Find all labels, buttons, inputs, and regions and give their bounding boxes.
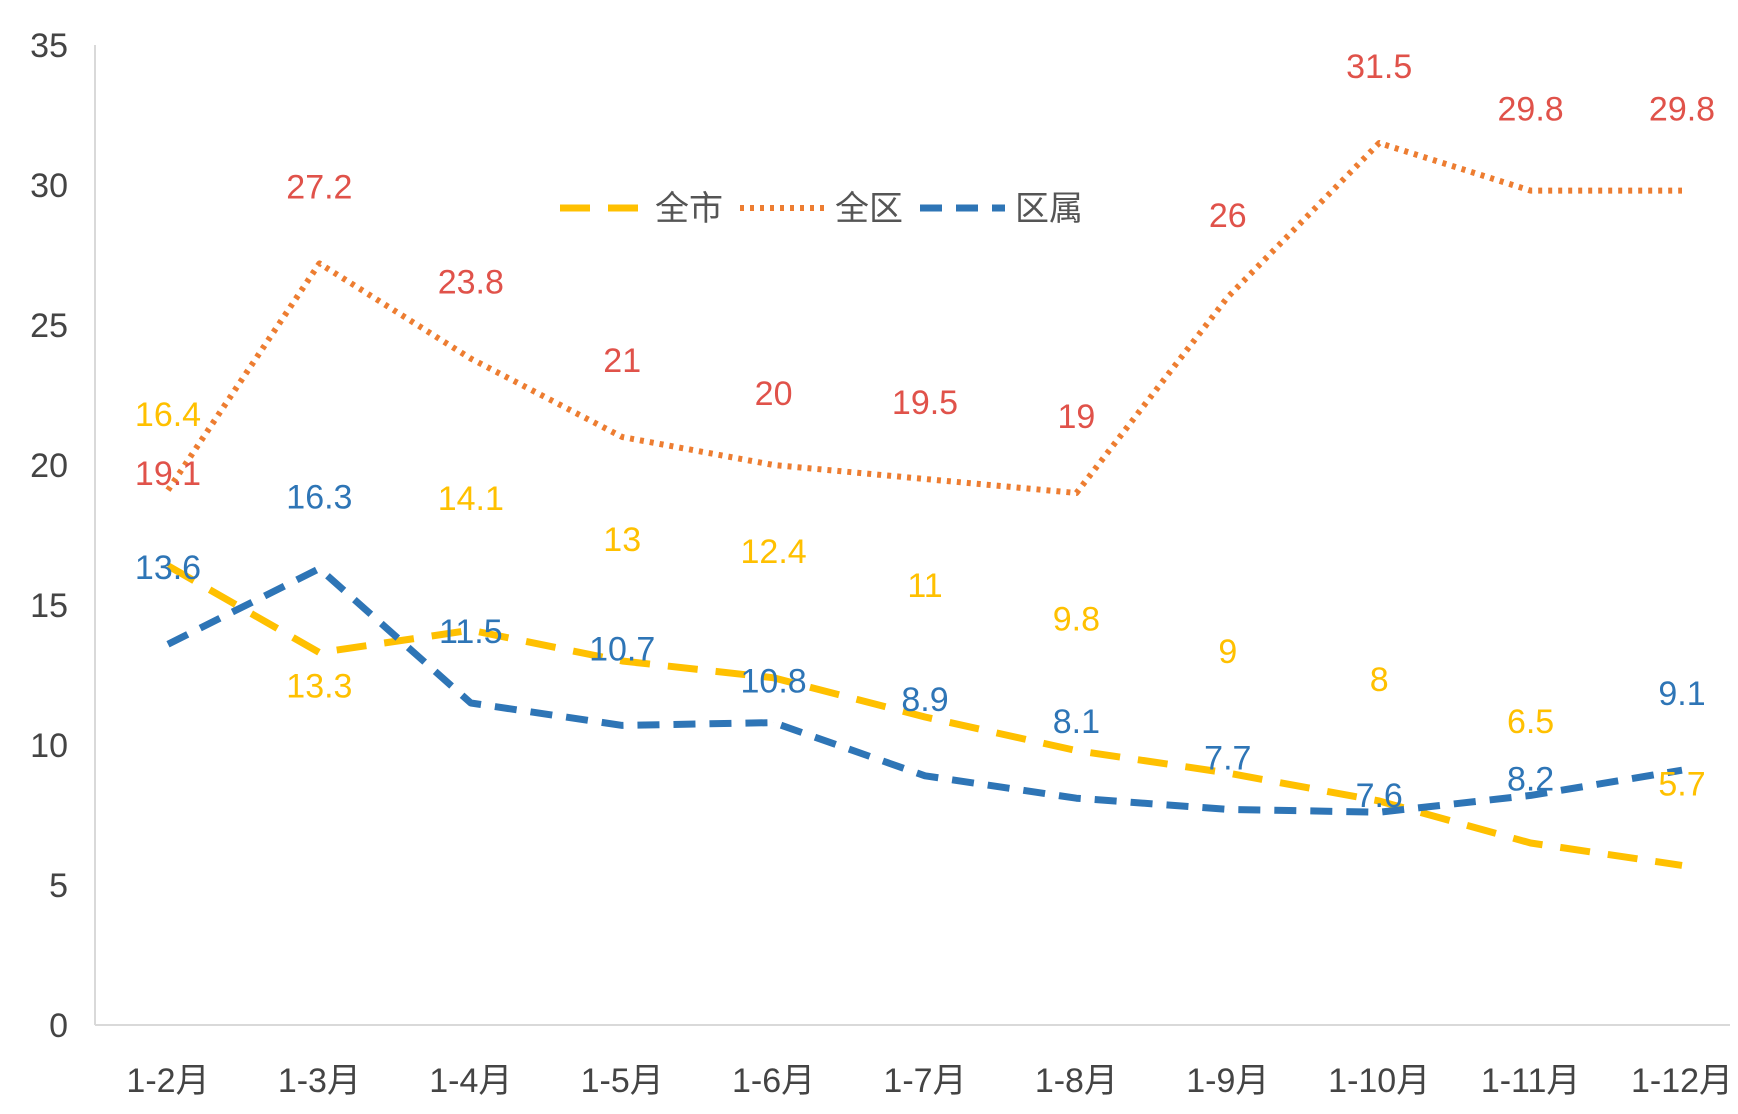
x-tick-label: 1-4月 — [429, 1062, 512, 1100]
data-label: 31.5 — [1346, 48, 1412, 86]
data-label: 11 — [907, 567, 942, 605]
data-label: 23.8 — [438, 264, 504, 302]
data-label: 10.7 — [589, 630, 655, 668]
data-label: 8 — [1370, 661, 1389, 699]
legend-label-1: 全市 — [655, 190, 723, 228]
x-tick-label: 1-7月 — [883, 1062, 966, 1100]
data-label: 8.9 — [901, 681, 948, 719]
y-tick-label: 10 — [30, 727, 68, 765]
x-tick-label: 1-3月 — [278, 1062, 361, 1100]
data-label: 9.1 — [1658, 675, 1705, 713]
data-label: 29.8 — [1498, 91, 1564, 129]
y-tick-label: 30 — [30, 167, 68, 205]
y-tick-label: 25 — [30, 307, 68, 345]
data-label: 13 — [603, 521, 641, 559]
data-label: 10.8 — [741, 663, 807, 701]
x-tick-label: 1-11月 — [1481, 1062, 1581, 1100]
axes: 0 5 10 15 20 25 30 35 1-2月 1-3月 1-4月 1-5月 1-6月 1-7月 1-… — [30, 27, 1733, 1100]
data-labels: 16.4 13.3 14.1 13 12.4 11 9.8 9 8 6.5 5.7 19.1 27.2 2… — [135, 48, 1715, 815]
x-tick-label: 1-9月 — [1186, 1062, 1269, 1100]
x-tick-label: 1-10月 — [1328, 1062, 1430, 1100]
data-label: 16.4 — [135, 396, 201, 434]
y-tick-label: 0 — [49, 1007, 68, 1045]
data-label: 6.5 — [1507, 703, 1554, 741]
x-tick-label: 1-12月 — [1631, 1062, 1733, 1100]
data-label: 20 — [755, 375, 793, 413]
data-label: 8.2 — [1507, 760, 1554, 798]
x-tick-label: 1-5月 — [581, 1062, 664, 1100]
data-label: 16.3 — [286, 479, 352, 517]
data-label: 14.1 — [438, 480, 504, 518]
series-lines — [165, 140, 1683, 869]
y-tick-label: 15 — [30, 587, 68, 625]
data-label: 27.2 — [286, 168, 352, 206]
data-label: 19 — [1057, 398, 1095, 436]
data-label: 5.7 — [1658, 765, 1705, 803]
x-tick-label: 1-6月 — [732, 1062, 815, 1100]
legend-label-2: 全区 — [835, 190, 903, 228]
x-tick-label: 1-2月 — [126, 1062, 209, 1100]
data-label: 8.1 — [1053, 703, 1100, 741]
y-tick-label: 20 — [30, 447, 68, 485]
data-label: 21 — [603, 342, 641, 380]
data-label: 11.5 — [439, 613, 503, 651]
data-label: 7.6 — [1356, 777, 1403, 815]
x-tick-label: 1-8月 — [1035, 1062, 1118, 1100]
data-label: 13.6 — [135, 549, 201, 587]
data-label: 19.1 — [135, 455, 201, 493]
legend-label-3: 区属 — [1015, 190, 1083, 228]
data-label: 9.8 — [1053, 601, 1100, 639]
y-tick-label: 5 — [49, 867, 68, 905]
data-label: 19.5 — [892, 384, 958, 422]
data-label: 9 — [1218, 633, 1237, 671]
data-label: 29.8 — [1649, 91, 1715, 129]
data-label: 13.3 — [286, 668, 352, 706]
y-tick-label: 35 — [30, 27, 68, 65]
data-label: 26 — [1209, 197, 1247, 235]
data-label: 7.7 — [1204, 739, 1251, 777]
series-line-2 — [165, 140, 1682, 496]
data-label: 12.4 — [741, 533, 807, 571]
legend: 全市 全区 区属 — [560, 190, 1083, 228]
